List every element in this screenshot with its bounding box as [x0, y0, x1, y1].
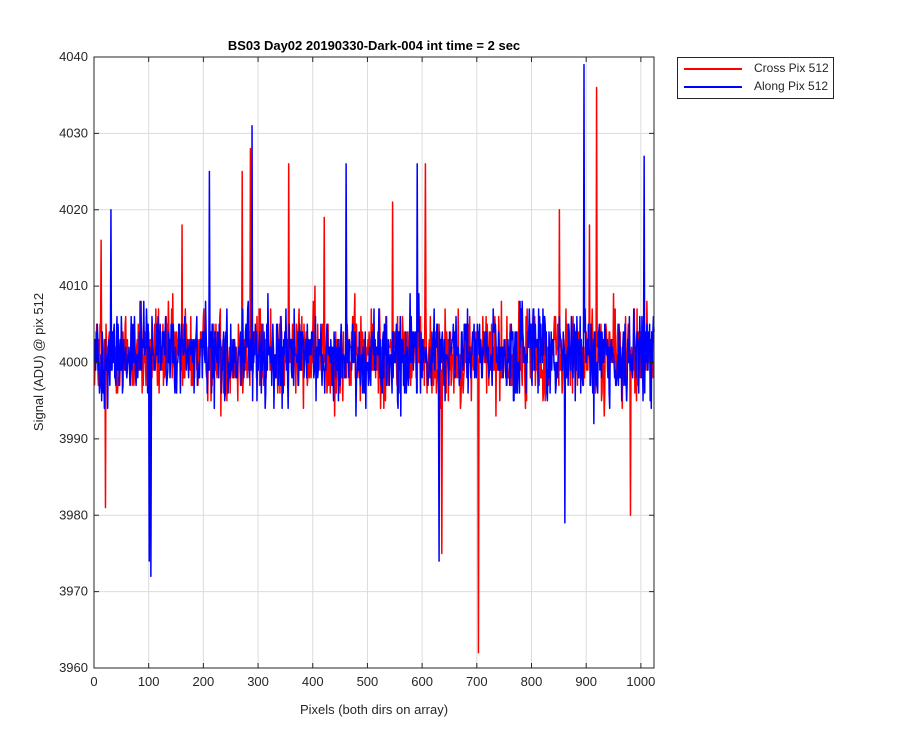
y-tick-label: 3960 — [59, 660, 88, 675]
legend-entry-cross: Cross Pix 512 — [684, 60, 832, 78]
legend-swatch-along — [684, 86, 742, 88]
y-axis-label: Signal (ADU) @ pix 512 — [31, 293, 46, 431]
axis-ticks: 0 100 200 300 400 500 600 700 800 900 1000 3960 3970… — [59, 49, 655, 689]
x-tick-label: 1000 — [626, 674, 655, 689]
legend-label-cross: Cross Pix 512 — [754, 61, 829, 75]
legend: Cross Pix 512 Along Pix 512 — [677, 57, 834, 99]
plot-series — [93, 63, 655, 654]
x-tick-label: 400 — [302, 674, 324, 689]
chart-title: BS03 Day02 20190330-Dark-004 int time = … — [228, 38, 520, 53]
y-tick-label: 3980 — [59, 507, 88, 522]
y-tick-label: 4040 — [59, 49, 88, 64]
x-axis-label: Pixels (both dirs on array) — [300, 702, 448, 717]
x-tick-label: 300 — [247, 674, 269, 689]
y-tick-label: 3990 — [59, 431, 88, 446]
x-tick-label: 600 — [411, 674, 433, 689]
x-tick-label: 100 — [138, 674, 160, 689]
x-tick-label: 800 — [521, 674, 543, 689]
y-tick-label: 4010 — [59, 278, 88, 293]
y-tick-label: 4020 — [59, 202, 88, 217]
y-tick-label: 4000 — [59, 355, 88, 370]
y-tick-label: 4030 — [59, 125, 88, 140]
x-tick-label: 700 — [466, 674, 488, 689]
x-tick-label: 200 — [193, 674, 215, 689]
x-tick-label: 900 — [575, 674, 597, 689]
legend-entry-along: Along Pix 512 — [684, 78, 832, 96]
x-tick-label: 500 — [357, 674, 379, 689]
legend-label-along: Along Pix 512 — [754, 79, 829, 93]
series-line-along-pix — [93, 63, 655, 578]
x-tick-label: 0 — [90, 674, 97, 689]
legend-swatch-cross — [684, 68, 742, 70]
y-tick-label: 3970 — [59, 584, 88, 599]
